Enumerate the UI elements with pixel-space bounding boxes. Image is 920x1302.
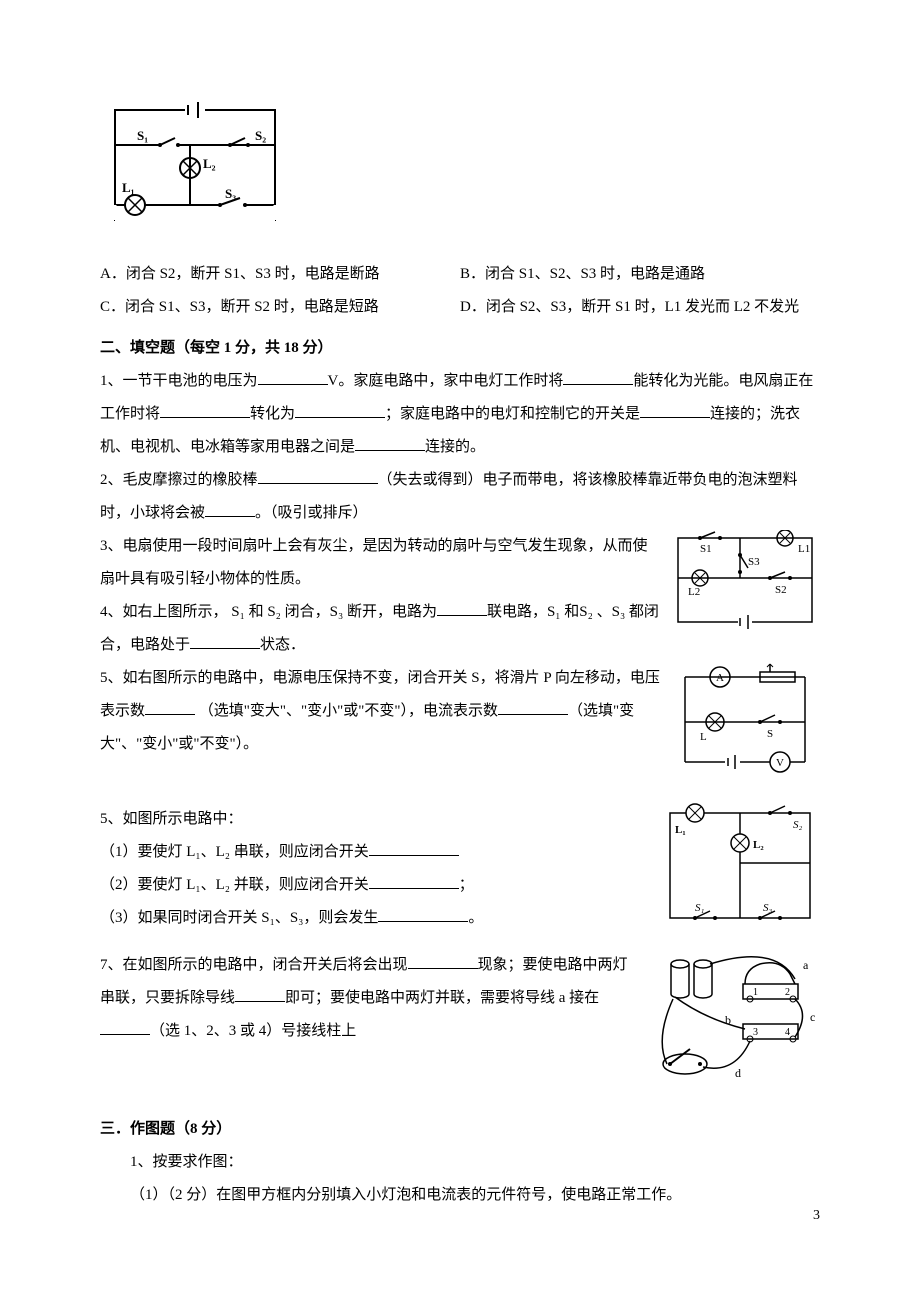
blank [100,1020,150,1035]
blank [258,469,378,484]
section3-title: 三．作图题（8 分） [100,1113,820,1146]
svg-text:S₁: S₁ [137,128,148,143]
q5d-title: 5、如图所示电路中： [100,803,820,836]
section2-title: 二、填空题（每空 1 分，共 18 分） [100,332,820,365]
option-d: D．闭合 S2、S3，断开 S1 时，L1 发光而 L2 不发光 [460,291,820,324]
q5d-1a: （1）要使灯 L₁、L₂ 串联，则应闭合开关 [100,844,369,860]
option-a: A．闭合 S2，断开 S1、S3 时，电路是断路 [100,258,460,291]
q4-text-a: 4、如右上图所示， S₁ 和 S₂ 闭合，S₃ 断开，电路为 [100,604,437,620]
top-circuit-diagram: S₁ S₂ L₂ L₁ S₃ [100,100,820,243]
blank [408,954,478,969]
q4-text-c: 状态． [260,637,305,653]
blank [437,601,487,616]
question-4: 4、如右上图所示， S₁ 和 S₂ 闭合，S₃ 断开，电路为联电路，S₁ 和S₂… [100,596,820,662]
blank [145,700,195,715]
question-1: 1、一节干电池的电压为V。家庭电路中，家中电灯工作时将能转化为光能。电风扇正在工… [100,365,820,464]
blank [498,700,568,715]
blank [640,403,710,418]
q5d-2b: ； [459,877,474,893]
svg-text:L₁: L₁ [122,180,135,195]
q1-text-d: 转化为 [250,406,295,422]
svg-text:S₃: S₃ [225,186,236,201]
q1-text-e: ；家庭电路中的电灯和控制它的开关是 [385,406,640,422]
blank [258,370,328,385]
q7-text-c: 即可；要使电路中两灯并联，需要将导线 a 接在 [285,990,599,1006]
question-2: 2、毛皮摩擦过的橡胶棒（失去或得到）电子而带电，将该橡胶棒靠近带负电的泡沫塑料时… [100,464,820,530]
blank [369,841,459,856]
q7-text-d: （选 1、2、3 或 4）号接线柱上 [150,1023,356,1039]
q7-text-a: 7、在如图所示的电路中，闭合开关后将会出现 [100,957,408,973]
blank [160,403,250,418]
q5d-3a: （3）如果同时闭合开关 S₁、S₃，则会发生 [100,910,378,926]
q5d-3b: 。 [468,910,483,926]
question-5d: 5、如图所示电路中： （1）要使灯 L₁、L₂ 串联，则应闭合开关 （2）要使灯… [100,803,820,935]
blank [563,370,633,385]
question-7: 7、在如图所示的电路中，闭合开关后将会出现现象；要使电路中两灯串联，只要拆除导线… [100,949,820,1048]
q2-text-a: 2、毛皮摩擦过的橡胶棒 [100,472,258,488]
q1-text-b: V。家庭电路中，家中电灯工作时将 [328,373,564,389]
q1-text-g: 连接的。 [425,439,485,455]
svg-text:d: d [735,1066,741,1080]
q5d-2a: （2）要使灯 L₁、L₂ 并联，则应闭合开关 [100,877,369,893]
svg-text:L₂: L₂ [203,156,216,171]
blank [355,436,425,451]
mc-options: A．闭合 S2，断开 S1、S3 时，电路是断路 B．闭合 S1、S2、S3 时… [100,258,820,324]
q1-text-a: 1、一节干电池的电压为 [100,373,258,389]
page-number: 3 [813,1201,820,1232]
option-c: C．闭合 S1、S3，断开 S2 时，电路是短路 [100,291,460,324]
option-b: B．闭合 S1、S2、S3 时，电路是通路 [460,258,820,291]
blank [190,634,260,649]
q2-text-c: 。（吸引或排斥） [255,505,368,521]
blank [295,403,385,418]
blank [378,907,468,922]
q5-text-b: （选填"变大"、"变小"或"不变"），电流表示数 [199,703,498,719]
question-5: 5、如右图所示的电路中，电源电压保持不变，闭合开关 S，将滑片 P 向左移动，电… [100,662,820,761]
s3-q1: 1、按要求作图： [100,1146,820,1179]
blank [205,502,255,517]
svg-text:S₂: S₂ [255,128,266,143]
blank [235,987,285,1002]
question-3: 3、电扇使用一段时间扇叶上会有灰尘，是因为转动的扇叶与空气发生现象，从而使扇叶具… [100,530,820,596]
q3-text: 3、电扇使用一段时间扇叶上会有灰尘，是因为转动的扇叶与空气发生现象，从而使扇叶具… [100,538,648,587]
blank [369,874,459,889]
s3-q1-1: （1）（2 分）在图甲方框内分别填入小灯泡和电流表的元件符号，使电路正常工作。 [100,1179,820,1212]
